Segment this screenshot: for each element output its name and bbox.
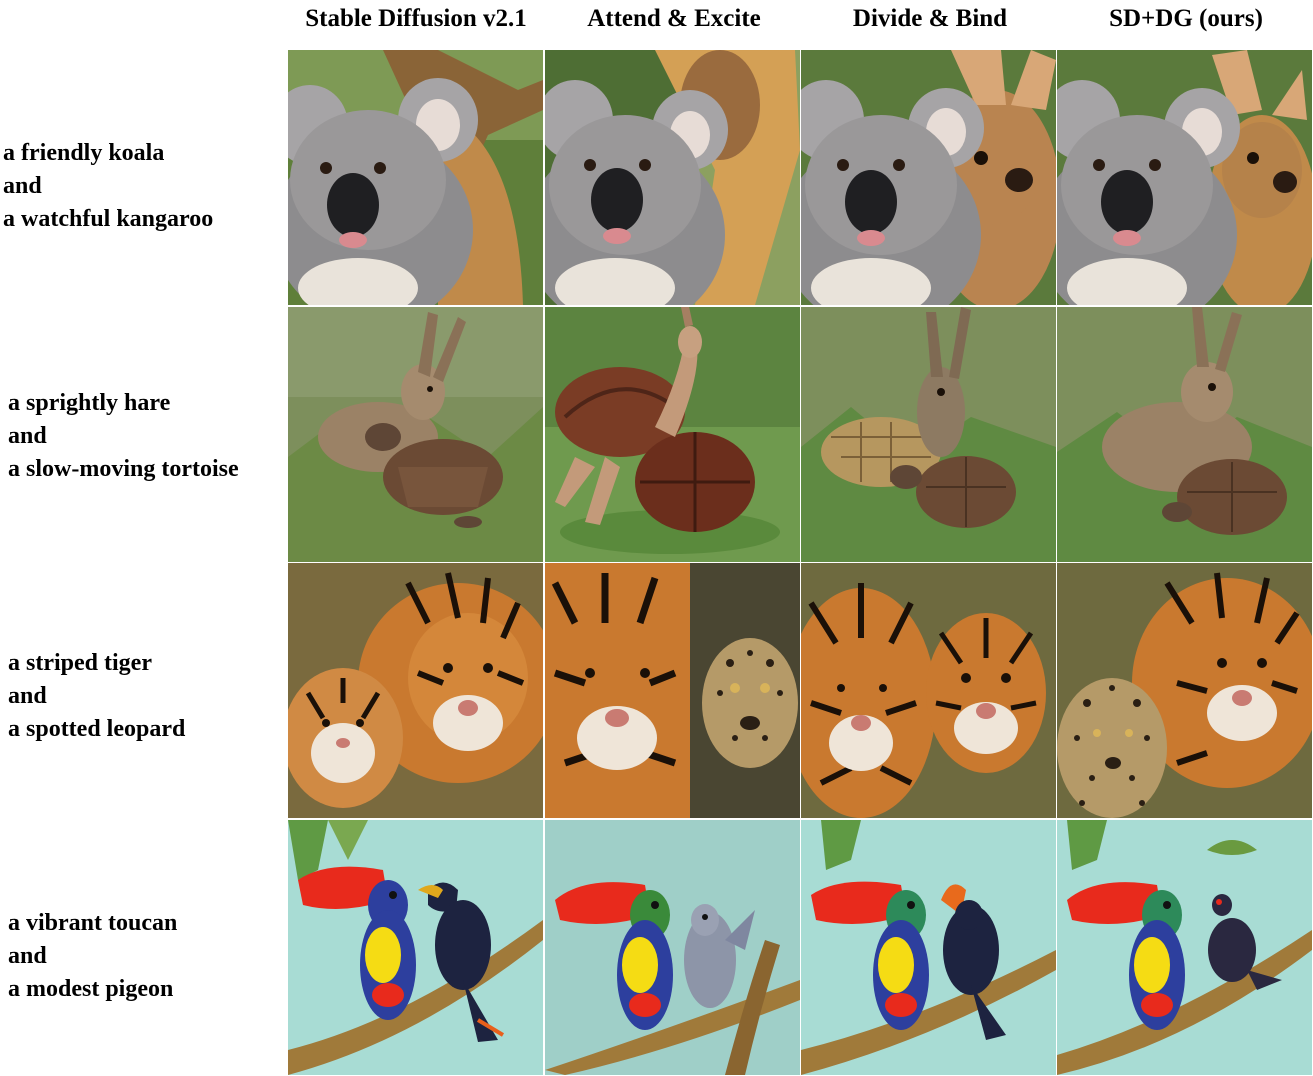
tiger-leopard-image xyxy=(545,563,800,818)
image-grid xyxy=(288,50,1313,1076)
image-tiger-leopard-sd21 xyxy=(288,563,543,818)
column-header-sd-dg: SD+DG (ours) xyxy=(1109,5,1263,32)
image-koala-kangaroo-sd-dg xyxy=(1057,50,1312,305)
koala-kangaroo-image xyxy=(288,50,543,305)
image-koala-kangaroo-attend-excite xyxy=(545,50,800,305)
prompt-line: a modest pigeon xyxy=(8,976,174,1002)
prompt-line: a sprightly hare xyxy=(8,390,171,416)
image-koala-kangaroo-divide-bind xyxy=(801,50,1056,305)
toucan-pigeon-image xyxy=(288,820,543,1075)
row-label-toucan-pigeon: a vibrant toucan and a modest pigeon xyxy=(8,907,290,1006)
prompt-line: a vibrant toucan xyxy=(8,910,178,936)
toucan-pigeon-image xyxy=(545,820,800,1075)
image-hare-tortoise-sd21 xyxy=(288,307,543,562)
prompt-line: and xyxy=(8,943,47,969)
tiger-leopard-image xyxy=(801,563,1056,818)
prompt-line: a watchful kangaroo xyxy=(3,206,214,232)
koala-kangaroo-image xyxy=(801,50,1056,305)
image-tiger-leopard-divide-bind xyxy=(801,563,1056,818)
tiger-leopard-image xyxy=(1057,563,1312,818)
toucan-pigeon-image xyxy=(801,820,1056,1075)
tiger-leopard-image xyxy=(288,563,543,818)
koala-kangaroo-image xyxy=(1057,50,1312,305)
image-toucan-pigeon-attend-excite xyxy=(545,820,800,1075)
prompt-line: and xyxy=(8,423,47,449)
toucan-pigeon-image xyxy=(1057,820,1312,1075)
hare-tortoise-image xyxy=(288,307,543,562)
hare-tortoise-image xyxy=(545,307,800,562)
column-headers: Stable Diffusion v2.1 Attend & Excite Di… xyxy=(288,0,1313,48)
column-header-attend-excite: Attend & Excite xyxy=(587,5,761,32)
prompt-line: and xyxy=(8,683,47,709)
image-tiger-leopard-sd-dg xyxy=(1057,563,1312,818)
row-label-tiger-leopard: a striped tiger and a spotted leopard xyxy=(8,647,290,746)
image-hare-tortoise-sd-dg xyxy=(1057,307,1312,562)
prompt-line: a spotted leopard xyxy=(8,716,186,742)
image-toucan-pigeon-sd-dg xyxy=(1057,820,1312,1075)
image-koala-kangaroo-sd21 xyxy=(288,50,543,305)
prompt-line: and xyxy=(3,173,42,199)
image-tiger-leopard-attend-excite xyxy=(545,563,800,818)
hare-tortoise-image xyxy=(801,307,1056,562)
prompt-line: a striped tiger xyxy=(8,650,152,676)
hare-tortoise-image xyxy=(1057,307,1312,562)
row-label-hare-tortoise: a sprightly hare and a slow-moving torto… xyxy=(8,387,290,486)
column-header-sd21: Stable Diffusion v2.1 xyxy=(305,5,527,32)
prompt-line: a slow-moving tortoise xyxy=(8,456,239,482)
image-toucan-pigeon-divide-bind xyxy=(801,820,1056,1075)
column-header-divide-bind: Divide & Bind xyxy=(852,5,1008,32)
prompt-line: a friendly koala xyxy=(3,140,165,166)
image-hare-tortoise-divide-bind xyxy=(801,307,1056,562)
image-hare-tortoise-attend-excite xyxy=(545,307,800,562)
image-toucan-pigeon-sd21 xyxy=(288,820,543,1075)
koala-kangaroo-image xyxy=(545,50,800,305)
row-label-koala-kangaroo: a friendly koala and a watchful kangaroo xyxy=(3,137,285,236)
